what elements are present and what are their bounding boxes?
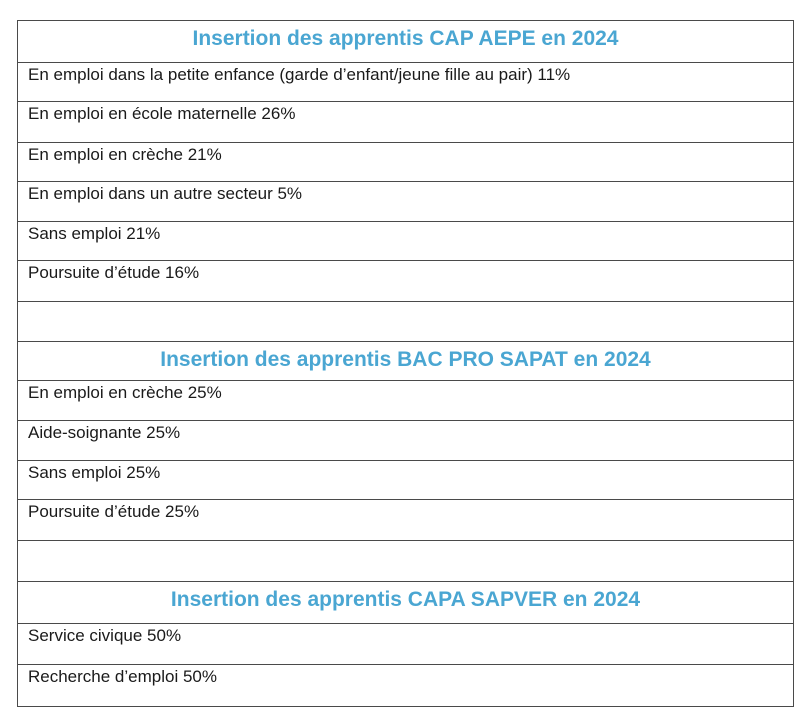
table-cell: Recherche d’emploi 50% bbox=[17, 664, 794, 707]
table-row: Poursuite d’étude 16% bbox=[17, 260, 794, 302]
section-title-row: Insertion des apprentis CAP AEPE en 2024 bbox=[17, 20, 794, 63]
table-cell: En emploi en école maternelle 26% bbox=[17, 101, 794, 143]
table-cell: Sans emploi 21% bbox=[17, 221, 794, 261]
empty-cell bbox=[17, 540, 794, 582]
table-cell: En emploi dans un autre secteur 5% bbox=[17, 181, 794, 222]
table-row: Poursuite d’étude 25% bbox=[17, 499, 794, 541]
table-row: Aide-soignante 25% bbox=[17, 420, 794, 461]
section-title-cap-aepe: Insertion des apprentis CAP AEPE en 2024 bbox=[17, 20, 794, 63]
table-cell: En emploi dans la petite enfance (garde … bbox=[17, 62, 794, 102]
empty-cell bbox=[17, 301, 794, 342]
section-title-bac-pro-sapat: Insertion des apprentis BAC PRO SAPAT en… bbox=[17, 341, 794, 381]
table-cell: En emploi en crèche 21% bbox=[17, 142, 794, 182]
table-cell: En emploi en crèche 25% bbox=[17, 380, 794, 421]
table-row: En emploi dans un autre secteur 5% bbox=[17, 181, 794, 222]
section-title-capa-sapver: Insertion des apprentis CAPA SAPVER en 2… bbox=[17, 581, 794, 624]
section-title-row: Insertion des apprentis CAPA SAPVER en 2… bbox=[17, 581, 794, 624]
table-cell: Poursuite d’étude 16% bbox=[17, 260, 794, 302]
table-cell: Aide-soignante 25% bbox=[17, 420, 794, 461]
table-row: Recherche d’emploi 50% bbox=[17, 664, 794, 707]
table-row: Sans emploi 21% bbox=[17, 221, 794, 261]
table-row: Service civique 50% bbox=[17, 623, 794, 665]
table-cell: Service civique 50% bbox=[17, 623, 794, 665]
empty-row bbox=[17, 301, 794, 342]
section-title-row: Insertion des apprentis BAC PRO SAPAT en… bbox=[17, 341, 794, 381]
insertion-table: Insertion des apprentis CAP AEPE en 2024… bbox=[17, 20, 794, 707]
table-row: En emploi en crèche 25% bbox=[17, 380, 794, 421]
table-row: En emploi dans la petite enfance (garde … bbox=[17, 62, 794, 102]
table-row: En emploi en école maternelle 26% bbox=[17, 101, 794, 143]
table-row: En emploi en crèche 21% bbox=[17, 142, 794, 182]
table-row: Sans emploi 25% bbox=[17, 460, 794, 500]
table-cell: Poursuite d’étude 25% bbox=[17, 499, 794, 541]
empty-row bbox=[17, 540, 794, 582]
table-cell: Sans emploi 25% bbox=[17, 460, 794, 500]
